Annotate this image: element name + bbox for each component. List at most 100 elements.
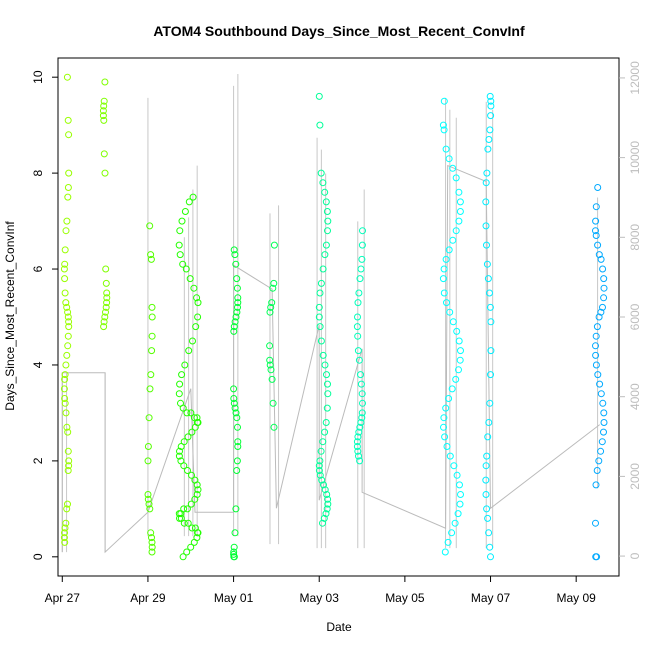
data-point bbox=[353, 443, 361, 450]
data-point bbox=[595, 457, 603, 465]
data-point bbox=[232, 313, 240, 321]
data-point bbox=[268, 375, 276, 383]
data-point bbox=[456, 356, 464, 364]
data-point bbox=[440, 414, 448, 422]
data-point bbox=[446, 452, 454, 460]
data-point bbox=[147, 371, 155, 379]
data-point bbox=[595, 251, 603, 259]
data-point bbox=[187, 409, 195, 417]
data-point bbox=[592, 203, 600, 211]
data-point bbox=[102, 303, 110, 311]
y-axis-label: Days_Since_Most_Recent_ConvInf bbox=[3, 221, 17, 411]
data-point bbox=[63, 423, 71, 431]
data-point bbox=[317, 279, 325, 287]
data-point bbox=[442, 404, 450, 412]
data-point bbox=[266, 342, 274, 350]
data-point bbox=[319, 351, 327, 359]
data-point bbox=[315, 92, 323, 100]
data-point bbox=[487, 112, 495, 120]
data-point bbox=[457, 347, 464, 355]
data-point bbox=[232, 409, 240, 417]
data-point bbox=[65, 169, 73, 177]
data-point bbox=[230, 323, 238, 331]
data-point bbox=[323, 208, 331, 215]
data-point bbox=[484, 514, 492, 522]
data-point bbox=[194, 486, 202, 494]
data-point bbox=[593, 323, 601, 331]
data-point bbox=[234, 423, 241, 431]
data-point bbox=[148, 347, 156, 355]
data-point bbox=[441, 548, 449, 556]
data-point bbox=[442, 255, 450, 263]
data-point bbox=[358, 409, 366, 417]
data-point bbox=[449, 236, 457, 244]
data-point bbox=[185, 198, 193, 206]
data-point bbox=[597, 255, 605, 263]
data-point bbox=[270, 423, 278, 431]
data-point bbox=[598, 438, 606, 446]
data-point bbox=[315, 303, 323, 311]
data-point bbox=[144, 457, 152, 465]
data-point bbox=[356, 423, 364, 431]
data-point bbox=[487, 318, 495, 326]
data-point bbox=[61, 371, 69, 379]
data-point bbox=[100, 116, 108, 124]
data-point bbox=[62, 299, 70, 307]
x-tick-label: Apr 29 bbox=[130, 591, 166, 605]
data-point bbox=[324, 380, 331, 388]
data-point bbox=[62, 361, 70, 369]
data-point bbox=[230, 399, 238, 407]
data-point bbox=[103, 294, 111, 302]
y-tick-label: 10 bbox=[31, 70, 45, 84]
data-point bbox=[317, 447, 325, 455]
data-point bbox=[61, 246, 69, 254]
data-point bbox=[267, 303, 275, 311]
data-point bbox=[316, 289, 324, 297]
data-point bbox=[453, 327, 461, 335]
data-point bbox=[179, 260, 187, 268]
data-point bbox=[100, 102, 108, 110]
data-point bbox=[482, 198, 490, 206]
data-point bbox=[456, 198, 464, 206]
data-point bbox=[148, 313, 156, 321]
data-point bbox=[144, 491, 152, 498]
data-point bbox=[230, 385, 238, 393]
data-point bbox=[231, 404, 239, 412]
data-point bbox=[355, 356, 363, 364]
data-point bbox=[99, 112, 107, 120]
data-point bbox=[357, 371, 364, 379]
x-tick-label: May 09 bbox=[556, 591, 596, 605]
data-point bbox=[60, 265, 68, 273]
data-point bbox=[486, 303, 494, 311]
data-point bbox=[321, 188, 329, 196]
data-point bbox=[487, 371, 494, 379]
data-point bbox=[443, 443, 451, 450]
y2-tick-label: 2000 bbox=[628, 463, 642, 490]
data-point bbox=[266, 356, 274, 364]
data-point bbox=[594, 241, 602, 249]
data-point bbox=[599, 399, 607, 407]
data-point bbox=[65, 323, 73, 331]
data-point bbox=[358, 241, 366, 249]
data-point bbox=[193, 481, 201, 489]
data-point bbox=[354, 447, 362, 455]
data-point bbox=[316, 323, 324, 331]
data-point bbox=[357, 419, 365, 426]
x-tick-label: May 05 bbox=[385, 591, 425, 605]
data-point bbox=[100, 318, 108, 326]
data-point bbox=[487, 102, 495, 110]
data-point bbox=[63, 303, 71, 311]
data-point bbox=[62, 227, 70, 235]
y-tick-label: 0 bbox=[31, 553, 45, 560]
data-point bbox=[230, 327, 238, 335]
data-point bbox=[439, 121, 447, 129]
data-point bbox=[599, 265, 607, 273]
data-point bbox=[234, 303, 241, 311]
data-point bbox=[270, 279, 278, 287]
data-point bbox=[194, 313, 202, 321]
data-point bbox=[146, 505, 154, 513]
y2-tick-label: 6000 bbox=[628, 303, 642, 330]
data-point bbox=[233, 467, 241, 474]
data-point bbox=[188, 524, 196, 532]
